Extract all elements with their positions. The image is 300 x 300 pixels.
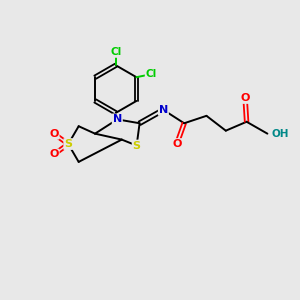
- Text: OH: OH: [272, 129, 290, 139]
- Text: O: O: [240, 93, 250, 103]
- Text: N: N: [113, 114, 122, 124]
- Text: S: S: [64, 139, 72, 149]
- Text: Cl: Cl: [110, 47, 122, 57]
- Text: O: O: [49, 129, 59, 139]
- Text: O: O: [49, 149, 59, 160]
- Text: O: O: [172, 139, 182, 149]
- Text: S: S: [133, 140, 141, 151]
- Text: Cl: Cl: [146, 69, 157, 79]
- Text: N: N: [159, 105, 168, 115]
